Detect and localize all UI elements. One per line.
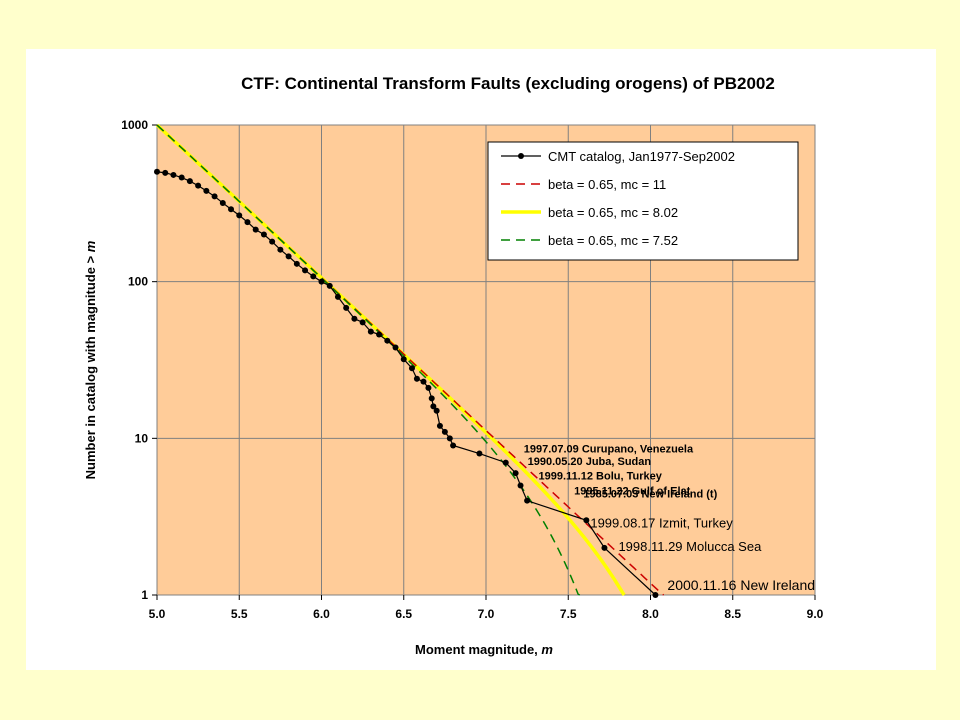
data-point [351,315,358,322]
y-tick-label: 10 [135,431,149,445]
legend: CMT catalog, Jan1977-Sep2002 beta = 0.65,… [487,141,799,261]
y-tick-label: 1 [141,588,148,602]
fit-curve [156,124,581,596]
x-tick-label: 5.5 [231,607,248,621]
data-point [260,231,267,238]
data-point [343,304,350,311]
data-point [186,178,193,185]
x-tick-label: 7.5 [560,607,577,621]
data-point [512,470,519,477]
data-point [652,592,659,598]
x-axis-label: Moment magnitude, m [415,642,553,657]
data-annotation: 1999.08.17 Izmit, Turkey [590,515,733,530]
data-annotation: 1997.07.09 Curupano, Venezuela [524,444,694,456]
data-point [367,328,374,335]
data-point [203,187,210,194]
data-point [524,497,531,504]
data-point [293,260,300,267]
y-tick-label: 1000 [121,118,148,132]
fit-curve [156,124,665,596]
data-point [502,459,509,466]
x-tick-label: 7.0 [478,607,495,621]
data-point [302,267,309,274]
annotations: 1997.07.09 Curupano, Venezuela1990.05.20… [524,444,815,593]
data-annotation: 1999.11.12 Bolu, Turkey [539,470,663,482]
data-point [400,356,407,363]
legend-label: beta = 0.65, mc = 7.52 [548,233,678,248]
data-point [170,171,177,178]
x-tick-label: 6.0 [313,607,330,621]
x-tick-label: 8.0 [642,607,659,621]
data-point [244,219,251,226]
x-tick-label: 5.0 [149,607,166,621]
data-point [450,442,457,449]
data-annotation: 2000.11.16 New Ireland [667,577,815,593]
data-point [236,212,243,219]
data-point [326,282,333,289]
fit-curves [155,123,665,596]
chart: CTF: Continental Transform Faults (exclu… [83,74,824,657]
legend-label: CMT catalog, Jan1977-Sep2002 [548,149,735,164]
legend-label: beta = 0.65, mc = 11 [548,177,666,192]
data-point [413,375,420,382]
data-annotation: 1985.07.03 New Ireland (t) [583,489,717,501]
data-point [384,337,391,344]
data-point [420,378,427,385]
data-point [252,226,259,233]
data-point [476,450,483,457]
data-point [425,384,432,391]
data-point [162,169,169,176]
data-point [430,403,437,410]
data-point [285,253,292,260]
data-point [601,544,608,551]
x-tick-label: 8.5 [724,607,741,621]
data-point [219,199,226,206]
y-axis-label: Number in catalog with magnitude > m [83,240,98,479]
x-tick-label: 9.0 [807,607,824,621]
data-point [517,482,524,489]
axis-ticks: 5.0 5.5 6.0 6.5 7.0 7.5 8.0 8.5 9.0 1 10 100 1000 [121,118,823,621]
data-point [178,174,185,181]
data-point [428,395,435,402]
data-annotation: 1995.11.22 Gulf of Elat [574,486,691,498]
data-point [334,293,341,300]
data-point [436,422,443,429]
data-point [359,319,366,326]
chart-title: CTF: Continental Transform Faults (exclu… [241,74,775,93]
data-annotation: 1998.11.29 Molucca Sea [618,539,762,554]
data-point [433,407,440,414]
y-tick-label: 100 [128,275,148,289]
x-tick-label: 6.5 [395,607,412,621]
legend-marker [518,153,524,159]
data-point [211,193,218,200]
data-point [269,238,276,245]
data-series [154,168,659,598]
data-point [277,246,284,253]
data-point [310,273,317,280]
data-point [446,435,453,442]
chart-panel: CTF: Continental Transform Faults (exclu… [26,49,936,670]
data-point [376,331,383,338]
data-point [392,344,399,351]
data-point [228,206,235,213]
data-point [408,365,415,372]
data-point [154,168,160,175]
data-point [318,278,325,285]
data-point [441,428,448,435]
data-annotation: 1990.05.20 Juba, Sudan [528,456,652,468]
legend-label: beta = 0.65, mc = 8.02 [548,205,678,220]
data-point [195,182,202,189]
data-point [583,517,590,524]
